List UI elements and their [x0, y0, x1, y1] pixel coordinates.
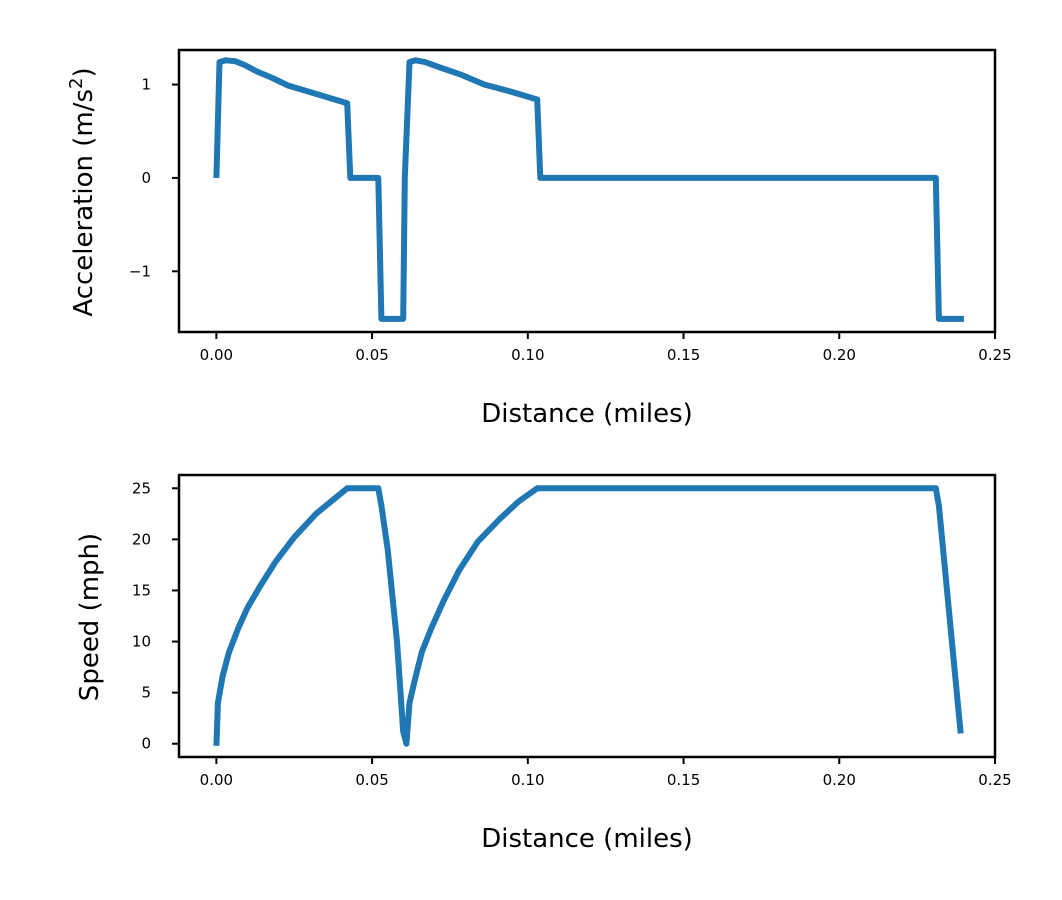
speed-plot-frame: [177, 473, 997, 759]
acceleration-x-tick-label: 0.10: [511, 346, 544, 364]
speed-x-axis-label: Distance (miles): [481, 824, 693, 854]
acceleration-x-tick-label: 0.00: [200, 346, 233, 364]
speed-y-tick-label: 15: [132, 581, 151, 599]
acceleration-y-tick-label: 1: [141, 76, 151, 94]
acceleration-y-tick-label: 0: [141, 169, 151, 187]
speed-series-line: [213, 485, 964, 747]
speed-x-tick-label: 0.10: [511, 771, 544, 789]
acceleration-plot-frame: [177, 48, 997, 334]
speed-y-tick-label: 0: [141, 735, 151, 753]
speed-y-tick-label: 5: [141, 684, 151, 702]
acceleration-x-tick-label: 0.25: [978, 346, 1011, 364]
acceleration-x-tick-label: 0.15: [667, 346, 700, 364]
speed-y-tick-label: 25: [132, 479, 151, 497]
acceleration-panel: Distance (miles) Acceleration (m/s2) 0.0…: [66, 48, 1012, 429]
speed-y-tick-label: 20: [132, 530, 151, 548]
acceleration-y-axis-label: Acceleration (m/s2): [66, 67, 99, 316]
acceleration-x-axis-label: Distance (miles): [481, 399, 693, 429]
speed-x-tick-label: 0.00: [200, 771, 233, 789]
speed-x-tick-label: 0.15: [667, 771, 700, 789]
speed-x-tick-label: 0.20: [823, 771, 856, 789]
acceleration-y-tick-label: −1: [129, 262, 151, 280]
acceleration-series-line: [213, 57, 964, 322]
speed-y-axis-label: Speed (mph): [75, 533, 105, 701]
speed-x-tick-label: 0.25: [978, 771, 1011, 789]
speed-panel: Distance (miles) Speed (mph) 0.00 0.05 0.1…: [75, 473, 1012, 854]
speed-x-tick-label: 0.05: [355, 771, 388, 789]
acceleration-x-tick-label: 0.20: [823, 346, 856, 364]
acceleration-x-tick-label: 0.05: [355, 346, 388, 364]
speed-y-tick-label: 10: [132, 633, 151, 651]
